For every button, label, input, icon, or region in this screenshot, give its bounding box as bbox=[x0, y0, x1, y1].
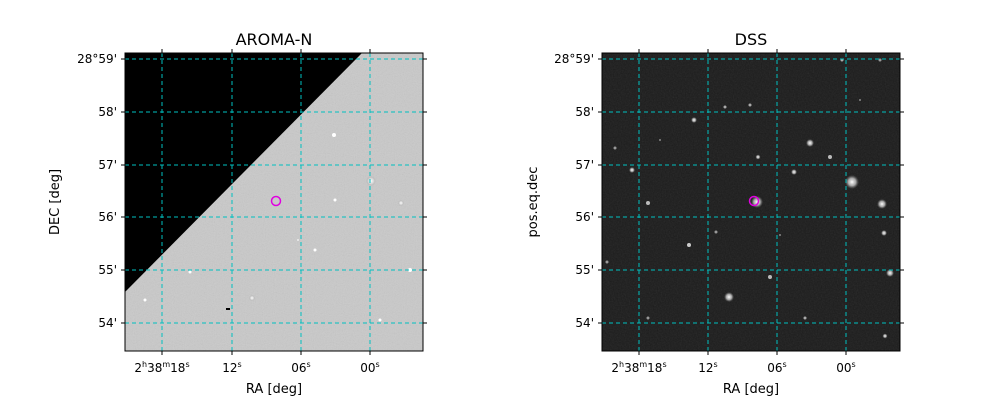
grid-lines bbox=[125, 53, 423, 351]
plot-frame bbox=[124, 52, 424, 352]
ra-tick-label: 06s bbox=[291, 360, 310, 375]
x-axis-label: RA [deg] bbox=[723, 382, 779, 397]
ra-tick-label: 12s bbox=[698, 360, 717, 375]
tick-marks bbox=[598, 49, 904, 355]
panel-title: AROMA-N bbox=[236, 30, 313, 49]
dec-tick-label: 54' bbox=[575, 316, 594, 330]
plot-frame bbox=[601, 52, 901, 352]
x-axis-label: RA [deg] bbox=[246, 382, 302, 397]
y-axis-label: pos.eq.dec bbox=[526, 167, 541, 238]
dec-tick-label: 56' bbox=[575, 210, 594, 224]
dec-tick-label: 57' bbox=[575, 158, 594, 172]
y-axis-label: DEC [deg] bbox=[48, 169, 63, 235]
ra-tick-label: 06s bbox=[767, 360, 786, 375]
panel-dss: DSS bbox=[526, 30, 904, 397]
no-data-wedge bbox=[125, 53, 362, 292]
dec-tick-label: 28°59' bbox=[77, 52, 117, 66]
sky-image bbox=[602, 53, 900, 351]
ra-tick-label: 00s bbox=[360, 360, 379, 375]
grid-lines bbox=[602, 53, 900, 351]
dec-tick-label: 58' bbox=[575, 105, 594, 119]
dec-tick-label: 56' bbox=[98, 210, 117, 224]
dec-tick-label: 55' bbox=[575, 263, 594, 277]
star-field bbox=[605, 58, 894, 339]
dec-tick-label: 58' bbox=[98, 105, 117, 119]
dec-tick-label: 55' bbox=[98, 263, 117, 277]
ra-tick-label: 12s bbox=[222, 360, 241, 375]
sky-image bbox=[125, 53, 423, 351]
ra-tick-label-first: 2h38m18s bbox=[611, 360, 666, 375]
panel-aroma-n: AROMA-N bbox=[48, 30, 427, 397]
star-field bbox=[143, 133, 412, 322]
dec-tick-labels: 28°59' 58' 57' 56' 55' 54' bbox=[554, 52, 594, 330]
panel-title: DSS bbox=[735, 30, 768, 49]
tick-marks bbox=[121, 49, 427, 355]
dec-tick-label: 57' bbox=[98, 158, 117, 172]
ra-tick-labels: 2h38m18s 12s 06s 00s bbox=[611, 360, 855, 375]
dec-tick-labels: 28°59' 58' 57' 56' 55' 54' bbox=[77, 52, 117, 330]
dec-tick-label: 28°59' bbox=[554, 52, 594, 66]
ra-tick-label: 00s bbox=[836, 360, 855, 375]
target-marker bbox=[270, 195, 282, 207]
ra-tick-labels: 2h38m18s 12s 06s 00s bbox=[134, 360, 379, 375]
dec-tick-label: 54' bbox=[98, 316, 117, 330]
ra-tick-label-first: 2h38m18s bbox=[134, 360, 189, 375]
target-marker bbox=[748, 195, 760, 207]
